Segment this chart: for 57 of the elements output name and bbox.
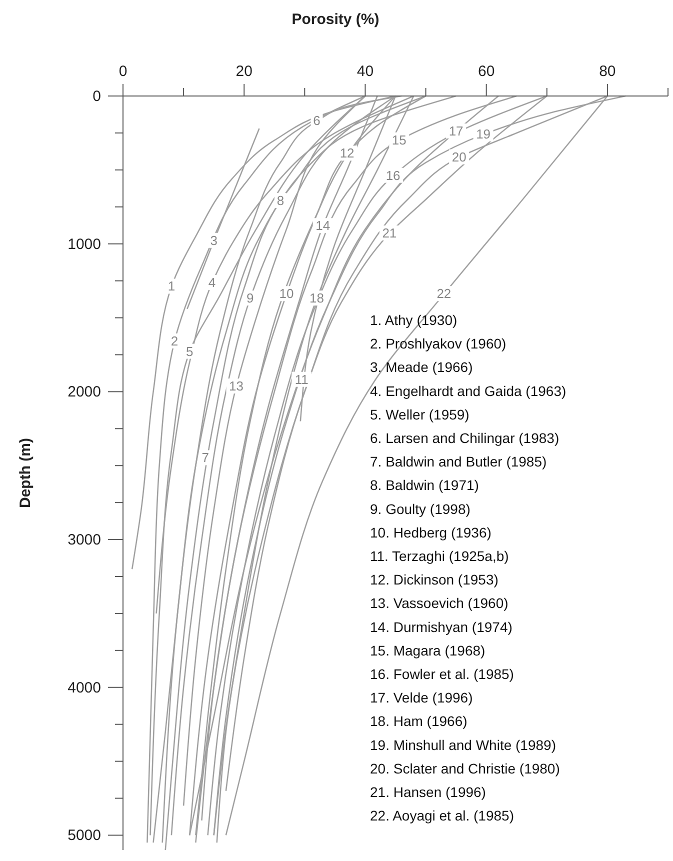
annotation: 20 <box>452 149 466 164</box>
annotation: 9. Goulty (1998) <box>370 500 470 517</box>
annotation: 22. Aoyagi et al. (1985) <box>370 808 514 824</box>
y-axis-title: Depth (m) <box>17 438 34 508</box>
annotation: 15. Magara (1968) <box>370 642 486 658</box>
annotation: 2. Proshlyakov (1960) <box>370 336 506 352</box>
annotation: 5. Weller (1959) <box>370 406 470 422</box>
annotation: 19. Minshull and White (1989) <box>370 736 556 753</box>
annotation: 6 <box>313 113 320 128</box>
annotation: 18. Ham (1966) <box>370 713 468 730</box>
annotation: 21 <box>382 225 397 240</box>
annotation: 17 <box>448 123 464 138</box>
annotation: 7 <box>202 450 209 466</box>
annotation: 10. Hedberg (1936) <box>370 524 492 540</box>
annotation: 18 <box>310 290 324 306</box>
x-tick-label: 80 <box>599 63 616 80</box>
y-tick-label: 3000 <box>68 532 101 549</box>
annotation: 3. Meade (1966) <box>370 359 473 376</box>
annotation: 21. Hansen (1996) <box>370 784 486 800</box>
y-tick-label: 0 <box>92 88 101 105</box>
annotation: 4. Engelhardt and Gaida (1963) <box>370 382 566 399</box>
annotation: 16. Fowler et al. (1985) <box>370 666 514 682</box>
x-tick-label: 60 <box>478 63 495 80</box>
annotation: 22 <box>436 286 452 302</box>
annotation: 1. Athy (1930) <box>370 312 458 328</box>
y-tick-label: 5000 <box>68 827 101 844</box>
y-tick-label: 4000 <box>68 679 101 696</box>
annotation: 4 <box>208 275 216 290</box>
annotation: 12 <box>340 146 354 161</box>
annotation: 9 <box>246 290 254 306</box>
annotation: 1 <box>168 278 176 294</box>
annotation: 13. Vassoevich (1960) <box>370 595 508 612</box>
annotation: 6. Larsen and Chilingar (1983) <box>370 430 560 446</box>
annotation: 8. Baldwin (1971) <box>370 477 479 494</box>
annotation: 7. Baldwin and Butler (1985) <box>370 454 547 470</box>
annotation: 11 <box>294 372 308 387</box>
annotation: 14. Durmishyan (1974) <box>370 618 512 635</box>
y-tick-label: 1000 <box>68 236 101 253</box>
x-tick-label: 40 <box>356 63 374 80</box>
x-axis-title: Porosity (%) <box>292 11 380 28</box>
annotation: 8 <box>276 192 284 208</box>
annotation: 10 <box>279 286 294 302</box>
annotation: 19 <box>476 126 491 142</box>
annotation: 14 <box>316 218 330 234</box>
annotation: 13 <box>229 378 244 394</box>
annotation: 16 <box>386 168 400 183</box>
annotation: 11. Terzaghi (1925a,b) <box>370 548 509 564</box>
x-tick-label: 0 <box>118 63 128 80</box>
y-tick-label: 2000 <box>68 384 101 401</box>
x-tick-label: 20 <box>236 63 252 80</box>
annotation: 2 <box>170 333 178 348</box>
annotation: 3 <box>210 232 218 248</box>
annotation: 20. Sclater and Christie (1980) <box>370 760 560 776</box>
annotation: 5 <box>186 344 194 359</box>
annotation: 15 <box>392 132 406 148</box>
annotation: 12. Dickinson (1953) <box>370 572 498 588</box>
annotation: 17. Velde (1996) <box>370 690 473 706</box>
